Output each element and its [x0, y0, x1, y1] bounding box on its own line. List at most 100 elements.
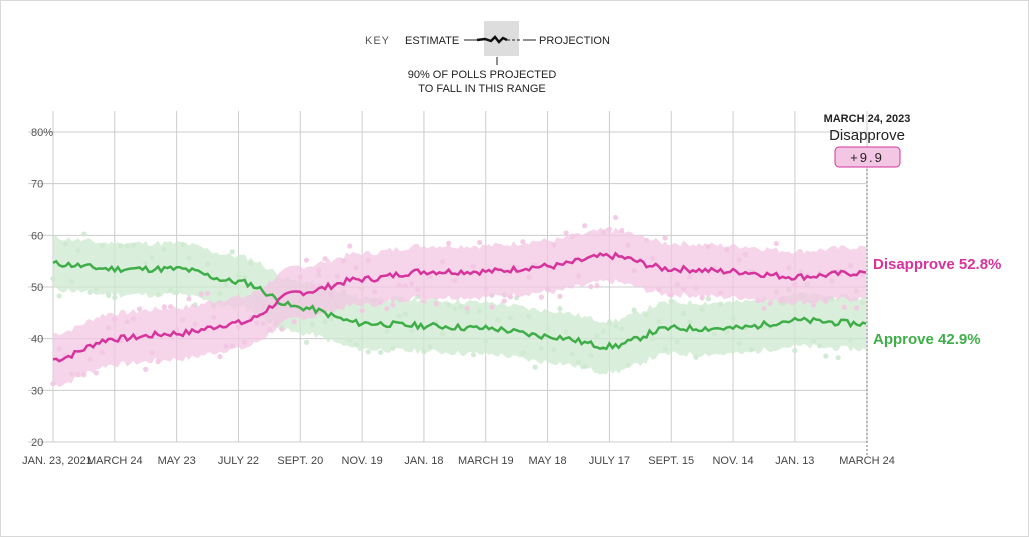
disapprove-poll-dot [378, 299, 384, 305]
approve-poll-dot [242, 274, 248, 281]
disapprove-poll-dot [396, 282, 402, 288]
approve-poll-dot [847, 337, 854, 343]
disapprove-poll-dot [365, 257, 371, 264]
disapprove-poll-dot [316, 267, 322, 273]
disapprove-poll-dot [87, 356, 93, 363]
disapprove-poll-dot [439, 259, 446, 265]
disapprove-poll-dot [563, 230, 569, 236]
approve-poll-dot [532, 364, 538, 370]
disapprove-poll-dot [854, 305, 860, 311]
approve-poll-dot [174, 289, 180, 296]
approve-poll-dot [483, 338, 489, 344]
approve-poll-dot [68, 278, 75, 285]
disapprove-poll-dot [662, 235, 668, 241]
approve-poll-dot [421, 349, 427, 355]
disapprove-poll-dot [631, 268, 637, 274]
approve-poll-dot [650, 336, 656, 342]
disapprove-poll-dot [75, 371, 81, 377]
disapprove-poll-dot [161, 304, 167, 310]
y-tick-label: 50 [31, 282, 43, 294]
disapprove-poll-dot [847, 262, 854, 269]
disapprove-end-label: Disapprove 52.8% [873, 256, 1001, 273]
disapprove-poll-dot [699, 295, 705, 301]
disapprove-poll-dot [143, 366, 149, 372]
disapprove-poll-dot [242, 339, 248, 345]
approve-poll-dot [161, 246, 167, 252]
approve-poll-dot [248, 260, 254, 266]
approve-poll-dot [130, 242, 136, 248]
disapprove-poll-dot [507, 294, 514, 300]
approve-poll-dot [538, 345, 545, 352]
key-range-note-2: TO FALL IN THIS RANGE [418, 83, 546, 95]
x-tick-label: MAY 23 [158, 455, 196, 467]
disapprove-poll-dot [50, 381, 56, 387]
disapprove-poll-dot [643, 237, 650, 243]
disapprove-poll-dot [452, 277, 458, 284]
disapprove-poll-dot [402, 283, 408, 289]
approve-poll-dot [563, 329, 569, 335]
disapprove-poll-dot [223, 343, 229, 349]
disapprove-poll-dot [56, 346, 62, 352]
disapprove-poll-dot [254, 320, 260, 326]
approve-poll-dot [470, 352, 476, 358]
approve-poll-dot [544, 326, 551, 332]
approve-poll-dot [439, 330, 446, 337]
disapprove-poll-dot [303, 257, 310, 263]
approve-poll-dot [736, 341, 742, 347]
disapprove-poll-dot [174, 327, 180, 333]
disapprove-poll-dot [693, 285, 699, 291]
approve-poll-dot [792, 348, 798, 354]
y-tick-label: 80% [31, 127, 53, 139]
disapprove-poll-dot [112, 316, 118, 322]
disapprove-poll-dot [186, 296, 192, 302]
approve-poll-dot [662, 346, 668, 352]
disapprove-poll-dot [718, 290, 724, 296]
approve-poll-dot [693, 354, 699, 360]
disapprove-poll-dot [310, 284, 316, 290]
disapprove-poll-dot [526, 274, 532, 280]
x-tick-label: JAN. 13 [775, 455, 814, 467]
disapprove-poll-dot [810, 302, 817, 308]
disapprove-poll-dot [167, 304, 174, 310]
disapprove-poll-dot [328, 292, 334, 299]
disapprove-poll-dot [544, 286, 551, 292]
x-tick-label: JULY 17 [589, 455, 630, 467]
disapprove-poll-dot [433, 301, 439, 307]
tooltip-margin: +9.9 [850, 150, 884, 165]
approve-poll-dot [860, 300, 866, 306]
approve-poll-dot [81, 231, 87, 237]
approve-poll-dot [50, 276, 56, 282]
disapprove-poll-dot [483, 285, 489, 291]
disapprove-poll-dot [538, 294, 545, 300]
disapprove-poll-dot [625, 242, 631, 248]
disapprove-poll-dot [823, 298, 829, 304]
disapprove-poll-dot [841, 304, 847, 310]
disapprove-poll-dot [353, 265, 359, 271]
disapprove-poll-dot [650, 255, 656, 261]
key-projection-label: PROJECTION [539, 35, 610, 47]
approve-poll-dot [631, 307, 637, 313]
approve-poll-dot [149, 255, 155, 261]
disapprove-poll-dot [334, 273, 340, 280]
disapprove-poll-dot [668, 292, 674, 298]
approve-poll-dot [408, 327, 415, 334]
approve-poll-dot [748, 346, 755, 352]
approve-poll-dot [384, 328, 390, 335]
approve-poll-dot [643, 312, 650, 318]
approve-poll-dot [378, 349, 384, 355]
disapprove-poll-dot [446, 240, 452, 246]
disapprove-poll-dot [211, 314, 217, 320]
disapprove-poll-dot [124, 319, 130, 325]
approve-poll-dot [711, 331, 718, 337]
approve-poll-dot [452, 306, 458, 312]
disapprove-poll-dot [742, 251, 749, 258]
approve-poll-dot [606, 320, 613, 326]
approve-poll-dot [724, 329, 730, 335]
disapprove-poll-dot [427, 273, 433, 279]
tooltip-leader: Disapprove [829, 127, 905, 144]
x-tick-label: JAN. 23, 2021 [22, 455, 92, 467]
approve-poll-dot [458, 304, 464, 310]
approve-poll-dot [594, 333, 600, 339]
approve-poll-dot [817, 343, 823, 349]
approve-poll-dot [619, 326, 625, 332]
